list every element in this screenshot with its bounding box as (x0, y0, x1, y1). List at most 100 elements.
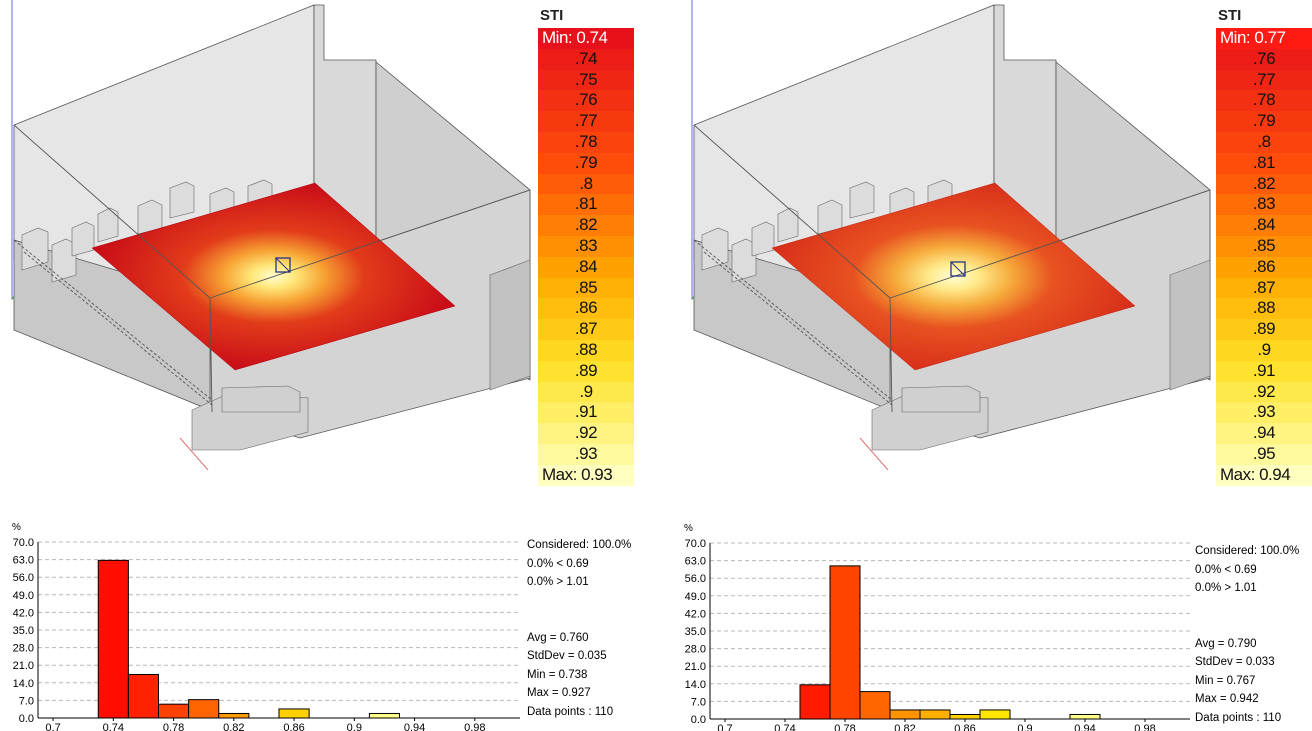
legend-entry: .83 (538, 235, 634, 257)
histogram-chart: % 70.0 63.0 56.0 49.0 42.0 35.0 28.0 21.0 14.0 7.0… (12, 522, 520, 731)
histogram-bar (859, 691, 891, 720)
stat-stddev: StdDev = 0.033 (1195, 656, 1275, 668)
stat-considered: Considered: 100.0% (527, 539, 632, 551)
y-tick-label: 42.0 (685, 608, 706, 620)
statistics-left: Considered: 100.0% 0.0% < 0.69 0.0% > 1.… (527, 536, 631, 721)
stat-below: 0.0% < 0.69 (527, 557, 589, 570)
legend-entry: .88 (538, 339, 634, 361)
legend-min: Min: 0.77 (1216, 28, 1312, 49)
legend-entry: .81 (1216, 152, 1312, 174)
histogram-bar (889, 709, 921, 720)
legend-entry: .94 (1216, 423, 1312, 444)
legend-entry: .91 (538, 402, 634, 424)
y-tick-label: 7.0 (19, 695, 34, 707)
legend-title: STI (1218, 7, 1242, 24)
legend-entry: .9 (1216, 339, 1312, 361)
legend-max-value: 0.93 (581, 464, 613, 484)
histogram-bar (799, 684, 831, 720)
legend-max-label: Max: (542, 464, 577, 484)
histogram-bar (218, 712, 250, 719)
legend-entry: .82 (538, 215, 634, 236)
stat-avg: Avg = 0.790 (1195, 637, 1257, 650)
stat-below: 0.0% < 0.69 (1195, 563, 1257, 576)
legend-entry: .74 (538, 48, 634, 70)
legend-entry: .84 (1216, 215, 1312, 236)
legend-entry: .78 (538, 131, 634, 153)
legend-entry: .84 (538, 256, 634, 278)
histogram-bar (278, 708, 310, 719)
x-tick-label: 0.7 (717, 723, 732, 731)
x-tick-label: 0.78 (163, 722, 184, 731)
legend-entry: .76 (538, 90, 634, 112)
x-tick-label: 0.98 (1134, 723, 1155, 731)
y-tick-label: 14.0 (13, 678, 34, 690)
statistics-right: Considered: 100.0% 0.0% < 0.69 0.0% > 1.… (1195, 542, 1299, 727)
x-tick-label: 0.7 (45, 722, 60, 731)
x-tick-label: 0.94 (404, 722, 425, 731)
legend-entries-right: .76.77.78.79.8.81.82.83.84.85.86.87.88.8… (1216, 48, 1312, 465)
stat-min: Min = 0.738 (527, 668, 588, 681)
legend-entry: .82 (1216, 173, 1312, 195)
legend-min-value: 0.77 (1254, 28, 1286, 47)
legend-entry: .85 (538, 277, 634, 299)
stat-max: Max = 0.942 (1195, 693, 1259, 705)
stat-data-points: Data points : 110 (527, 705, 614, 718)
stat-max: Max = 0.927 (527, 687, 591, 699)
y-tick-label: 21.0 (685, 661, 706, 673)
sti-legend-left: STI Min: 0.74 .74.75.76.77.78.79.8.81.82… (538, 8, 634, 486)
histogram-right: % 70.0 63.0 56.0 49.0 42.0 35.0 28.0 21.0 14.0 7.0… (672, 516, 1312, 731)
legend-entry: .91 (1216, 360, 1312, 382)
x-tick-label: 0.74 (774, 723, 795, 731)
stat-above: 0.0% > 1.01 (1195, 582, 1257, 594)
legend-entry: .85 (1216, 235, 1312, 257)
legend-min-label: Min: (1220, 28, 1251, 47)
legend-entry: .95 (1216, 443, 1312, 465)
x-tick-label: 0.74 (103, 722, 124, 731)
x-tick-label: 0.9 (347, 722, 362, 731)
stat-data-points: Data points : 110 (1195, 711, 1282, 724)
legend-entry: .79 (1216, 111, 1312, 132)
legend-min-label: Min: (542, 28, 573, 47)
y-axis-label: % (12, 522, 21, 533)
y-tick-label: 0.0 (691, 714, 706, 726)
histogram-bar (127, 674, 159, 719)
legend-entry: .79 (538, 152, 634, 174)
histogram-bar (919, 709, 951, 720)
legend-entry: .93 (1216, 402, 1312, 424)
legend-min: Min: 0.74 (538, 28, 634, 49)
legend-entry: .8 (1216, 131, 1312, 153)
histogram-chart: % 70.0 63.0 56.0 49.0 42.0 35.0 28.0 21.0 14.0 7.0… (684, 523, 1190, 731)
histogram-bar (97, 559, 129, 719)
x-tick-label: 0.78 (834, 723, 855, 731)
legend-entry: .93 (538, 443, 634, 465)
y-tick-label: 35.0 (685, 626, 706, 638)
y-tick-label: 42.0 (13, 607, 34, 619)
legend-entry: .78 (1216, 90, 1312, 112)
y-tick-label: 28.0 (13, 643, 34, 655)
histogram-left: % 70.0 63.0 56.0 49.0 42.0 35.0 28.0 21.0 14.0 7.0… (0, 510, 640, 731)
stat-above: 0.0% > 1.01 (527, 576, 589, 588)
stat-considered: Considered: 100.0% (1195, 545, 1300, 557)
stat-avg: Avg = 0.760 (527, 631, 589, 644)
y-tick-label: 56.0 (13, 572, 34, 584)
histogram-bar (368, 712, 400, 719)
room-3d-view-left[interactable] (0, 0, 540, 488)
legend-entry: .86 (538, 298, 634, 320)
legend-entry: .83 (1216, 194, 1312, 216)
x-tick-label: 0.94 (1074, 723, 1095, 731)
y-tick-label: 35.0 (13, 625, 34, 637)
stat-min: Min = 0.767 (1195, 674, 1256, 687)
room-3d-view-right[interactable] (680, 0, 1220, 488)
room-render (691, 0, 1211, 471)
legend-entry: .9 (538, 381, 634, 403)
y-tick-label: 28.0 (685, 644, 706, 656)
legend-entry: .89 (538, 360, 634, 382)
legend-entry: .88 (1216, 298, 1312, 320)
x-tick-label: 0.86 (954, 723, 975, 731)
legend-entry: .87 (1216, 277, 1312, 299)
legend-entry: .77 (1216, 69, 1312, 91)
histogram-bar (158, 703, 190, 719)
y-tick-label: 63.0 (13, 555, 34, 567)
x-tick-label: 0.98 (464, 722, 485, 731)
histogram-bar (979, 709, 1011, 720)
